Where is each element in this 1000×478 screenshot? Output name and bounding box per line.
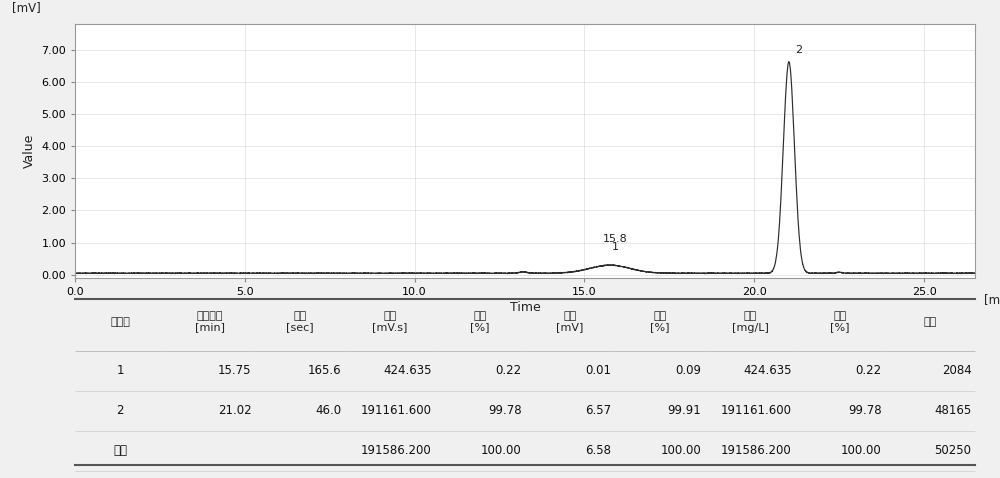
Text: 1: 1 xyxy=(612,242,618,252)
Y-axis label: Value: Value xyxy=(23,134,36,168)
Text: 2: 2 xyxy=(796,45,803,55)
Text: 15.8: 15.8 xyxy=(603,234,627,244)
Text: [min]: [min] xyxy=(984,293,1000,306)
Text: [mV]: [mV] xyxy=(12,1,41,14)
X-axis label: Time: Time xyxy=(510,301,540,314)
